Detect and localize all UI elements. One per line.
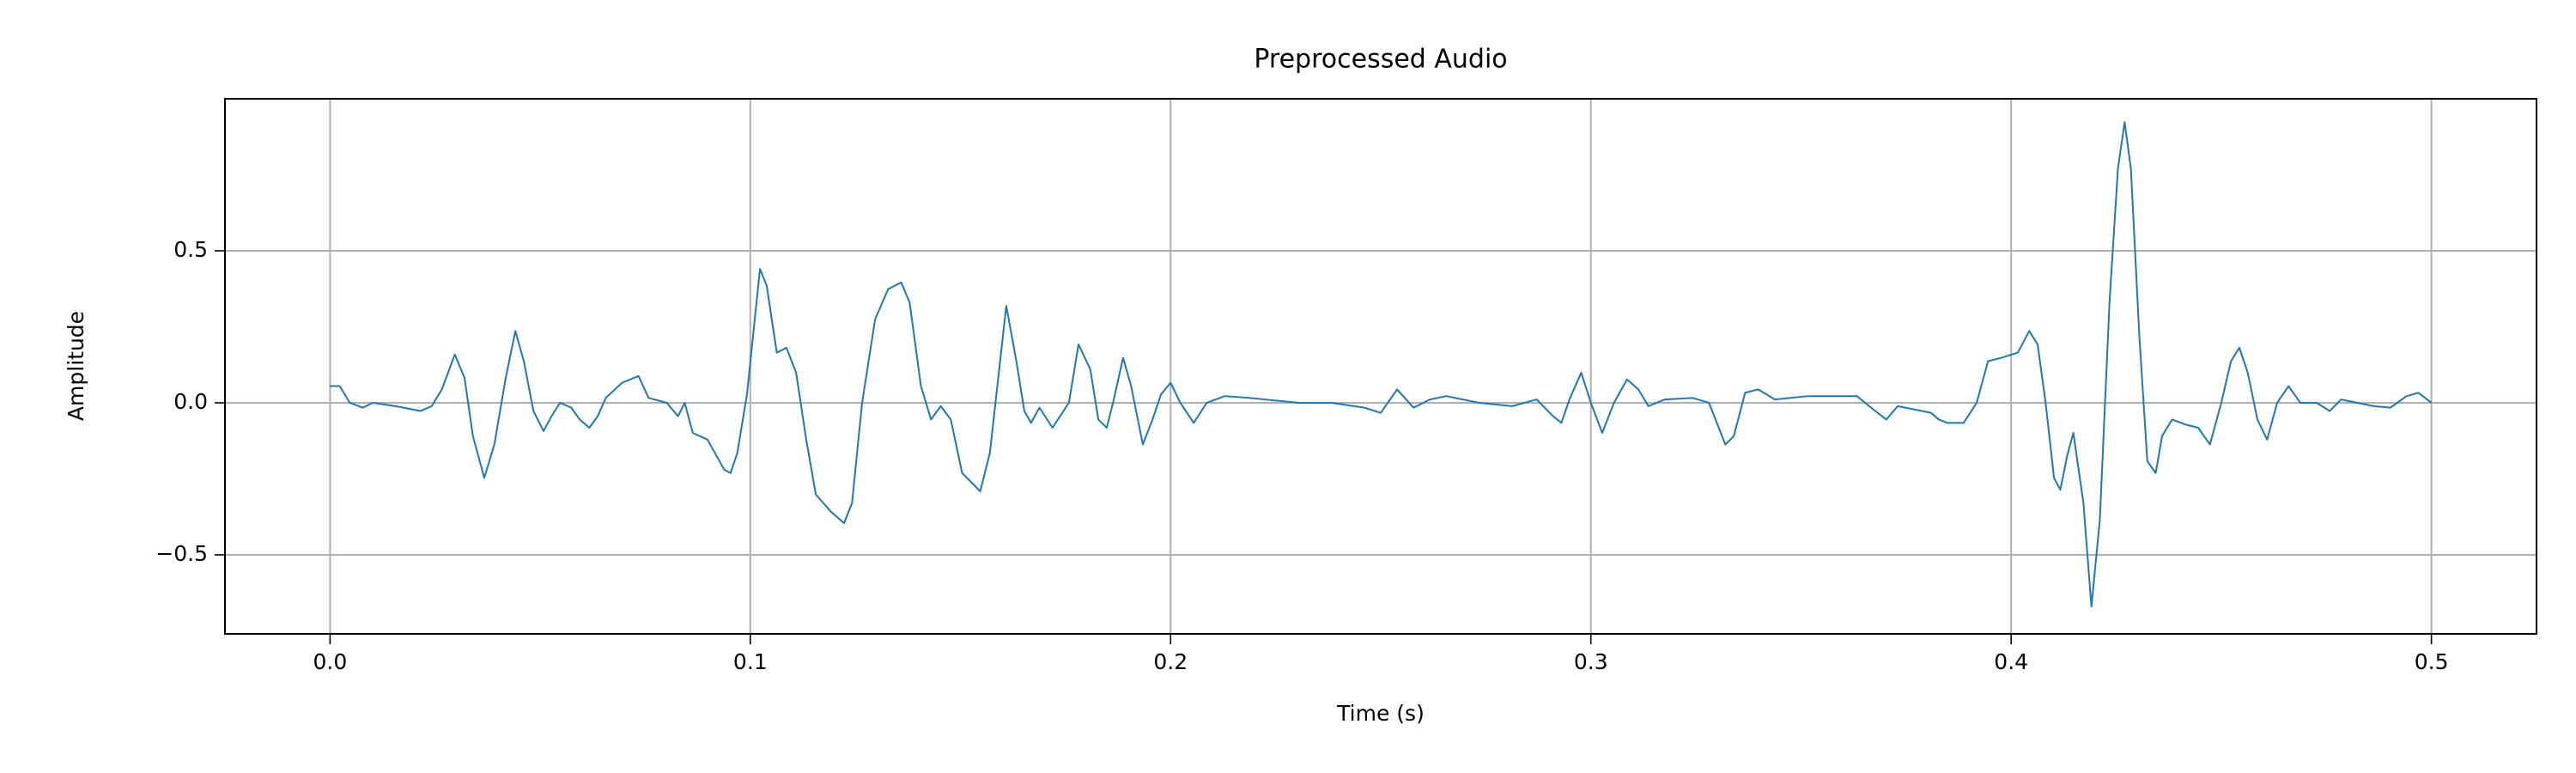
plot-frame <box>224 98 2537 635</box>
y-tick-label: −0.5 <box>155 541 208 566</box>
y-axis-label: Amplitude <box>64 311 88 421</box>
chart-title: Preprocessed Audio <box>1254 45 1507 75</box>
x-tick-label: 0.2 <box>1153 649 1188 674</box>
y-tick-label: 0.0 <box>173 389 208 414</box>
x-tick-label: 0.0 <box>313 649 347 674</box>
x-tick-label: 0.3 <box>1574 649 1608 674</box>
x-tick-label: 0.5 <box>2415 649 2449 674</box>
y-tick-label: 0.5 <box>173 237 208 262</box>
x-tick-label: 0.1 <box>733 649 768 674</box>
x-axis-label: Time (s) <box>1336 701 1425 726</box>
waveform-line <box>330 121 2433 608</box>
x-tick-label: 0.4 <box>1994 649 2028 674</box>
